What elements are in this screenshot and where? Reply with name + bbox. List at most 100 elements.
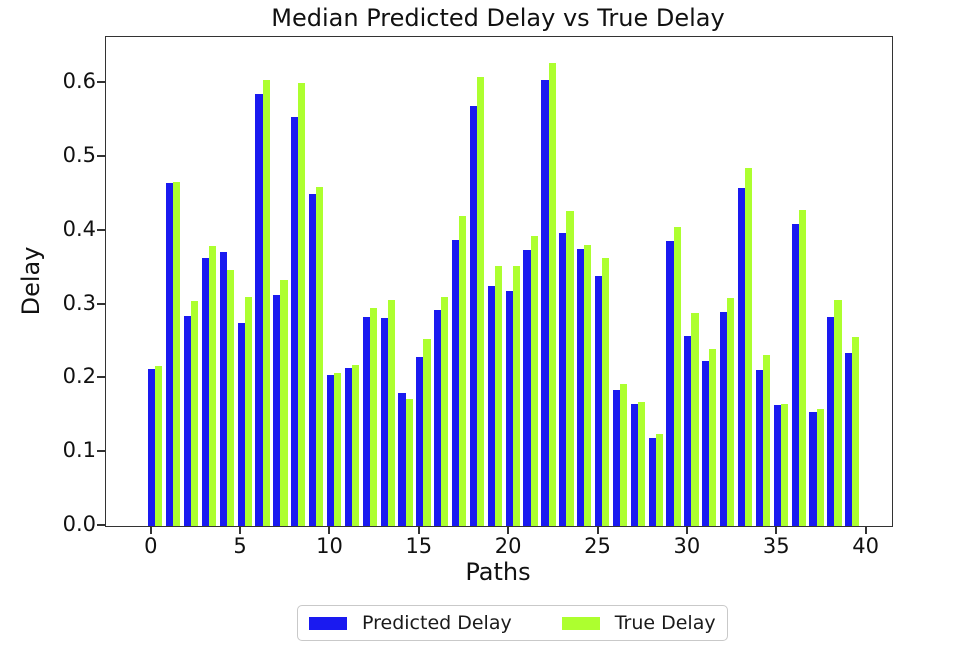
x-tick-label: 0: [144, 534, 158, 558]
bar-true-32: [727, 298, 735, 526]
bar-predicted-22: [541, 79, 549, 526]
bar-true-3: [208, 245, 217, 526]
bar-true-16: [441, 297, 449, 526]
x-tick-label: 25: [584, 534, 611, 558]
plot-area: [105, 36, 893, 527]
bar-true-13: [387, 299, 395, 526]
bar-predicted-38: [827, 316, 835, 526]
bar-true-28: [655, 433, 663, 526]
legend-swatch-predicted: [309, 616, 347, 630]
y-tick-mark: [97, 302, 105, 305]
x-tick-mark: [149, 526, 152, 534]
y-tick-label: 0.4: [62, 216, 96, 241]
bar-predicted-8: [291, 117, 299, 526]
bar-predicted-6: [255, 93, 263, 526]
bar-predicted-28: [648, 438, 656, 526]
x-tick-mark: [685, 526, 688, 534]
bar-predicted-26: [612, 389, 620, 526]
bar-predicted-2: [183, 315, 192, 526]
bar-true-5: [244, 297, 252, 526]
x-tick-label: 10: [316, 534, 343, 558]
x-axis-label: Paths: [465, 558, 531, 586]
bar-true-7: [280, 279, 288, 526]
x-tick-mark: [596, 526, 599, 534]
bar-true-20: [512, 266, 520, 526]
chart-title: Median Predicted Delay vs True Delay: [271, 4, 725, 32]
y-tick-mark: [97, 524, 105, 526]
bar-predicted-39: [845, 353, 853, 526]
y-tick-label: 0.6: [62, 69, 96, 94]
bar-true-34: [762, 354, 771, 526]
bar-predicted-24: [577, 248, 585, 526]
bar-predicted-5: [237, 323, 245, 526]
bar-true-24: [584, 245, 592, 526]
bar-true-23: [566, 211, 574, 526]
x-tick-mark: [417, 526, 420, 534]
bar-predicted-36: [791, 223, 799, 526]
y-tick-mark: [97, 81, 105, 84]
y-tick-label: 0.5: [62, 143, 96, 168]
bar-predicted-17: [452, 239, 460, 526]
x-tick-mark: [775, 526, 778, 534]
x-tick-mark: [328, 526, 331, 534]
bar-true-36: [798, 210, 806, 526]
y-tick-mark: [97, 450, 105, 453]
bar-true-33: [745, 168, 753, 526]
legend-item-predicted: Predicted Delay: [309, 612, 512, 634]
bar-true-10: [334, 373, 342, 526]
bar-predicted-10: [326, 374, 335, 526]
bar-predicted-14: [398, 392, 406, 526]
bar-predicted-33: [737, 188, 746, 526]
y-tick-mark: [97, 376, 105, 379]
bar-predicted-25: [594, 275, 603, 526]
bar-true-31: [709, 349, 717, 526]
y-tick-label: 0.1: [62, 438, 96, 463]
bar-predicted-7: [273, 295, 281, 526]
bar-predicted-0: [148, 368, 156, 526]
bar-predicted-9: [309, 194, 317, 526]
bar-predicted-11: [344, 368, 352, 526]
bar-true-21: [530, 236, 538, 526]
bar-true-0: [155, 365, 163, 526]
x-tick-label: 40: [852, 534, 879, 558]
bar-true-26: [619, 383, 628, 526]
bar-true-18: [477, 76, 485, 526]
bar-predicted-29: [666, 240, 674, 526]
bar-true-8: [298, 83, 306, 526]
bar-predicted-19: [487, 285, 495, 526]
legend-label-predicted: Predicted Delay: [362, 612, 512, 634]
y-tick-mark: [97, 155, 105, 158]
legend: Predicted Delay True Delay: [297, 605, 728, 641]
x-tick-label: 15: [405, 534, 433, 558]
x-tick-mark: [239, 526, 242, 534]
bar-predicted-13: [380, 318, 388, 526]
bar-predicted-31: [702, 360, 710, 526]
bar-predicted-16: [434, 309, 442, 526]
x-tick-label: 35: [762, 534, 790, 558]
bar-true-37: [816, 409, 824, 526]
bar-true-15: [423, 339, 431, 526]
bar-predicted-20: [505, 291, 513, 526]
x-tick-mark: [864, 526, 867, 534]
bar-true-4: [226, 270, 234, 526]
bar-true-6: [262, 79, 270, 526]
bar-predicted-3: [201, 257, 209, 526]
bar-true-17: [459, 215, 467, 526]
x-tick-label: 20: [494, 534, 522, 558]
legend-item-true: True Delay: [561, 612, 716, 634]
bar-predicted-4: [219, 252, 227, 526]
bar-predicted-37: [809, 411, 817, 526]
y-tick-label: 0.3: [62, 290, 96, 315]
bar-true-14: [405, 399, 413, 526]
bar-predicted-12: [362, 317, 370, 526]
bar-predicted-30: [684, 336, 692, 526]
bar-true-2: [191, 301, 199, 526]
bar-true-30: [691, 312, 699, 526]
legend-swatch-true: [561, 616, 600, 630]
bar-predicted-23: [559, 233, 567, 526]
bar-true-38: [834, 300, 842, 526]
bar-true-35: [780, 403, 788, 526]
bar-predicted-18: [469, 105, 477, 526]
bar-predicted-32: [720, 312, 728, 526]
